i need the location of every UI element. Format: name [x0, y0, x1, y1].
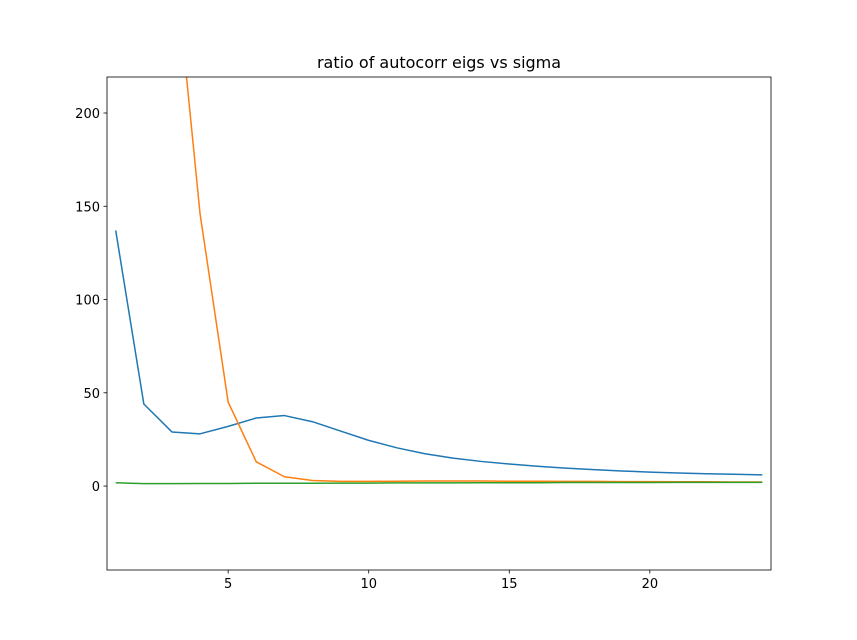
x-tick-label: 15 [501, 577, 518, 592]
y-tick-label: 200 [75, 107, 100, 122]
x-tick-label: 5 [224, 577, 232, 592]
y-tick-label: 0 [92, 480, 100, 495]
line-series [114, 230, 763, 476]
y-tick-label: 50 [83, 387, 100, 402]
x-tick-label: 10 [360, 577, 377, 592]
x-tick-label: 20 [642, 577, 659, 592]
axes-frame [106, 76, 772, 571]
y-tick-label: 100 [75, 294, 100, 309]
y-tick-label: 150 [75, 200, 100, 215]
plot-area [114, 77, 763, 485]
chart-title: ratio of autocorr eigs vs sigma [317, 53, 561, 72]
line-series [115, 481, 763, 485]
line-series [185, 77, 763, 483]
